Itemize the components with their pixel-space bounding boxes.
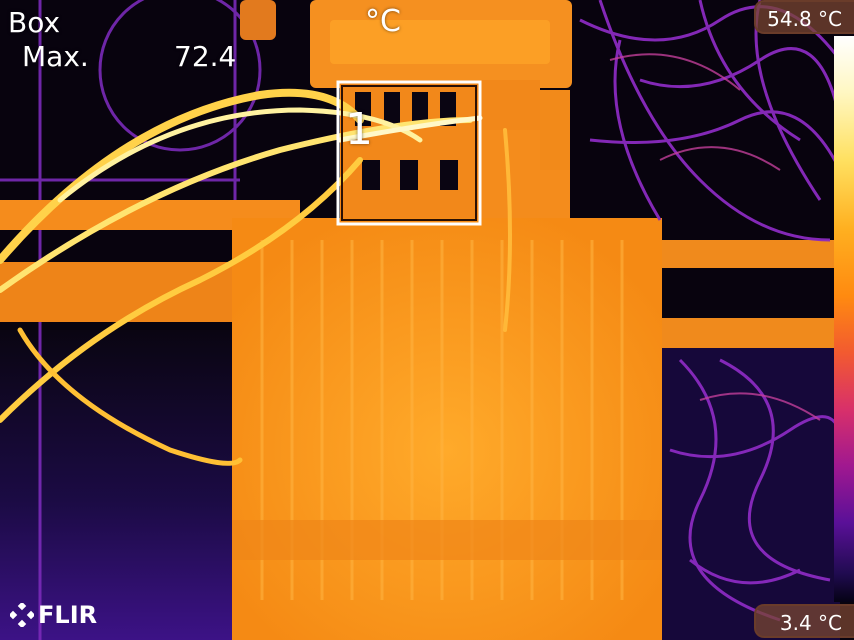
measurement-type-label: Box bbox=[8, 6, 61, 39]
scale-min-label: 3.4 °C bbox=[754, 604, 854, 638]
temperature-color-bar bbox=[834, 36, 854, 602]
flir-logo: FLIR bbox=[10, 601, 97, 629]
flir-logo-text: FLIR bbox=[38, 601, 98, 629]
flir-diamond-icon bbox=[10, 603, 34, 627]
temperature-unit-label: °C bbox=[365, 4, 401, 39]
measurement-box-id: 1 bbox=[345, 104, 373, 155]
scale-max-label: 54.8 °C bbox=[754, 0, 854, 34]
measurement-value: 72.4 bbox=[174, 40, 237, 73]
measurement-stat-label: Max. bbox=[22, 40, 89, 73]
